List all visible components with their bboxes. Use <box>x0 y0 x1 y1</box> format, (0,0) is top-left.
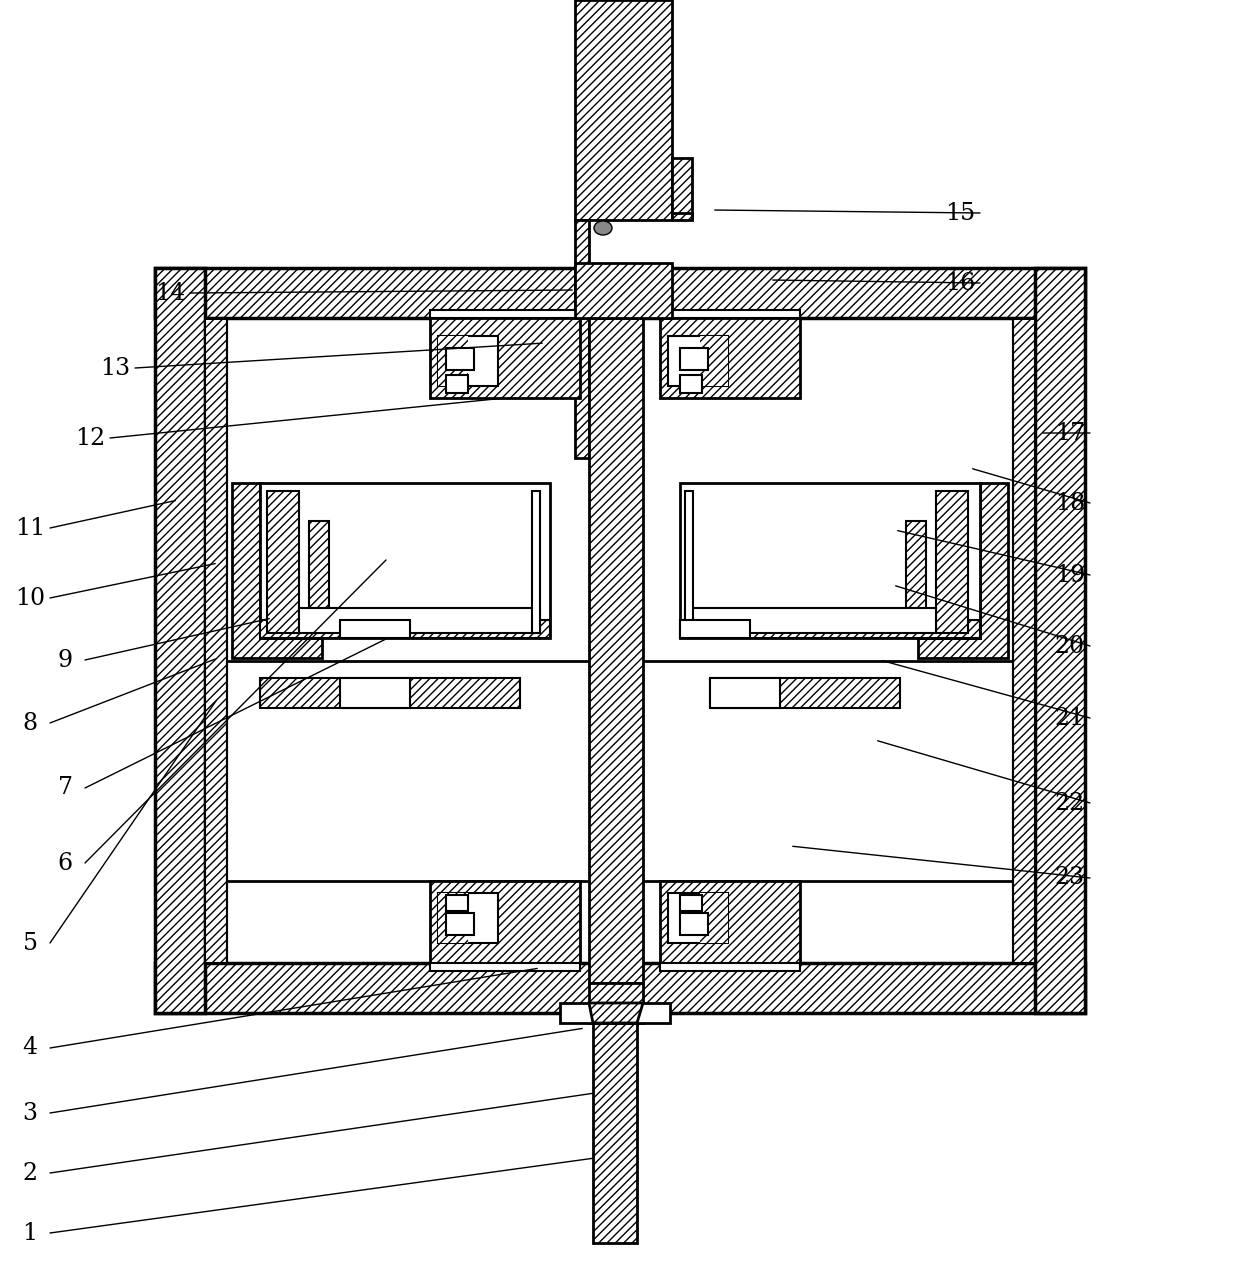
Polygon shape <box>589 1003 644 1022</box>
Bar <box>906 521 926 633</box>
Bar <box>340 679 410 708</box>
Bar <box>438 336 467 386</box>
Bar <box>680 348 708 371</box>
Text: 1: 1 <box>22 1222 37 1245</box>
Bar <box>309 521 329 633</box>
Bar <box>446 912 474 935</box>
Text: 13: 13 <box>100 357 130 380</box>
Bar <box>446 348 474 371</box>
Bar <box>680 895 702 911</box>
Bar <box>260 679 520 708</box>
Polygon shape <box>575 0 672 220</box>
Polygon shape <box>589 318 644 983</box>
Polygon shape <box>430 318 580 397</box>
Text: 6: 6 <box>57 851 73 874</box>
Bar <box>668 893 728 943</box>
Text: 17: 17 <box>1055 422 1085 445</box>
Text: 14: 14 <box>155 281 185 304</box>
Bar <box>680 483 980 638</box>
Bar <box>660 964 800 971</box>
Bar <box>438 336 498 386</box>
Text: 2: 2 <box>22 1162 37 1185</box>
Polygon shape <box>430 881 580 964</box>
Polygon shape <box>918 483 1008 658</box>
Bar <box>593 1022 637 1243</box>
Bar <box>1035 268 1085 1013</box>
Ellipse shape <box>594 221 613 235</box>
Polygon shape <box>575 263 672 318</box>
Bar <box>260 483 551 638</box>
Bar <box>430 964 580 971</box>
Bar <box>680 620 980 638</box>
Bar <box>205 318 227 964</box>
Bar <box>701 336 728 386</box>
Polygon shape <box>672 213 692 220</box>
Bar <box>711 679 900 708</box>
Text: 5: 5 <box>22 932 37 955</box>
Bar <box>701 893 728 943</box>
Bar <box>560 1003 670 1022</box>
Text: 9: 9 <box>57 648 73 671</box>
Bar <box>446 895 467 911</box>
Bar <box>260 620 551 638</box>
Text: 20: 20 <box>1055 634 1085 657</box>
Text: 22: 22 <box>1055 791 1085 814</box>
Bar <box>430 311 580 318</box>
Bar <box>711 679 780 708</box>
Polygon shape <box>660 318 800 397</box>
Text: 23: 23 <box>1055 866 1085 889</box>
Text: 21: 21 <box>1055 707 1085 730</box>
Text: 19: 19 <box>1055 564 1085 587</box>
Text: 10: 10 <box>15 587 45 610</box>
Bar <box>155 268 1085 318</box>
Text: 7: 7 <box>57 777 72 800</box>
Bar <box>446 374 467 394</box>
Bar <box>668 336 728 386</box>
Bar <box>684 608 936 633</box>
Bar <box>680 912 708 935</box>
Text: 18: 18 <box>1055 492 1085 515</box>
Text: 11: 11 <box>15 516 45 539</box>
Bar <box>155 964 1085 1013</box>
Bar <box>680 620 750 638</box>
Bar <box>299 608 539 633</box>
Text: 15: 15 <box>945 202 975 225</box>
Text: 12: 12 <box>74 427 105 450</box>
Text: 8: 8 <box>22 712 37 735</box>
Text: 3: 3 <box>22 1102 37 1125</box>
Bar <box>680 374 702 394</box>
Polygon shape <box>672 158 692 219</box>
Bar <box>155 268 205 1013</box>
Text: 16: 16 <box>945 271 975 294</box>
Bar <box>1013 318 1035 964</box>
Bar <box>684 491 693 633</box>
Bar <box>438 893 467 943</box>
Bar <box>340 620 410 638</box>
Polygon shape <box>575 220 589 458</box>
Bar <box>532 491 539 633</box>
Polygon shape <box>232 483 322 658</box>
Bar <box>267 491 299 633</box>
Bar <box>936 491 968 633</box>
Bar <box>660 311 800 318</box>
Bar <box>438 893 498 943</box>
Text: 4: 4 <box>22 1036 37 1059</box>
Polygon shape <box>589 983 644 1022</box>
Polygon shape <box>660 881 800 964</box>
